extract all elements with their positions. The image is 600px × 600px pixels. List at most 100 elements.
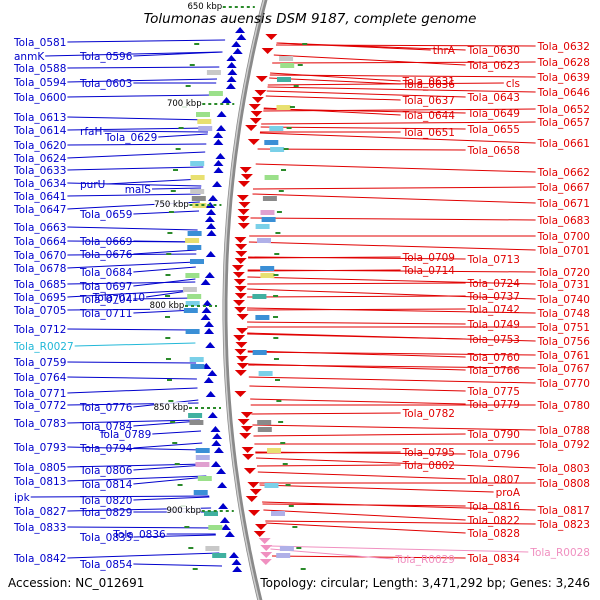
gene-label-tola-0701: Tola_0701 bbox=[537, 245, 590, 257]
forward-gene-mark bbox=[204, 328, 215, 334]
gene-label-tola-0796: Tola_0796 bbox=[467, 449, 521, 461]
leader-line bbox=[252, 186, 536, 190]
gene-label-tola-0779: Tola_0779 bbox=[467, 399, 520, 411]
feature-block bbox=[190, 175, 205, 180]
feature-block bbox=[279, 546, 294, 551]
gene-label-tola-0782: Tola_0782 bbox=[402, 408, 455, 420]
forward-gene-mark bbox=[210, 426, 221, 432]
gene-label-tola-0820: Tola_0820 bbox=[79, 495, 132, 507]
forward-gene-mark bbox=[213, 139, 224, 145]
gene-label-tola-0807: Tola_0807 bbox=[467, 474, 520, 486]
forward-gene-mark bbox=[211, 440, 222, 446]
forward-gene-mark bbox=[232, 566, 243, 572]
forward-gene-mark bbox=[221, 97, 232, 103]
gene-label-tola-0669: Tola_0669 bbox=[79, 236, 132, 248]
feature-block bbox=[185, 273, 200, 278]
forward-gene-mark bbox=[226, 55, 237, 61]
scale-label-bg bbox=[150, 300, 185, 310]
leader-line bbox=[261, 121, 536, 125]
feature-block bbox=[260, 273, 275, 278]
leader-line bbox=[262, 501, 536, 511]
gene-label-tola-0684: Tola_0684 bbox=[79, 267, 133, 279]
reverse-gene-mark bbox=[236, 363, 249, 369]
gene-label-tola-0711: Tola_0711 bbox=[79, 308, 132, 320]
leader-line bbox=[133, 278, 196, 287]
forward-gene-mark bbox=[204, 216, 215, 222]
forward-gene-mark bbox=[205, 251, 216, 257]
gene-label-tola-0775: Tola_0775 bbox=[467, 386, 520, 398]
leader-line bbox=[67, 552, 220, 559]
reverse-gene-mark bbox=[243, 468, 256, 474]
gene-label-tola-0759: Tola_0759 bbox=[13, 357, 66, 369]
gene-label-thra: thrA bbox=[433, 45, 456, 57]
leader-line bbox=[67, 166, 204, 171]
right-gene-labels: Tola_0632 Tola_0630 thrA Tola_0628 Tola_0623… bbox=[394, 41, 590, 566]
leader-line bbox=[247, 321, 466, 325]
reverse-gene-mark bbox=[234, 349, 247, 355]
scale-label-900-kbp: 900 kbp bbox=[166, 506, 201, 516]
gene-label-tola-0659: Tola_0659 bbox=[79, 209, 132, 221]
forward-gene-mark bbox=[217, 482, 228, 488]
gene-label-tola-0658: Tola_0658 bbox=[467, 145, 520, 157]
gene-label-tola-0644: Tola_0644 bbox=[402, 110, 456, 122]
feature-block bbox=[182, 287, 197, 292]
gene-label-tola-0651: Tola_0651 bbox=[402, 127, 455, 139]
gene-label-tola-0600: Tola_0600 bbox=[13, 92, 66, 104]
leader-line bbox=[67, 446, 204, 451]
reverse-gene-mark bbox=[235, 244, 248, 250]
genome-backbone bbox=[222, 0, 268, 600]
leader-line bbox=[269, 545, 529, 553]
feature-block bbox=[212, 553, 227, 558]
reverse-gene-mark bbox=[240, 174, 253, 180]
forward-gene-mark bbox=[215, 153, 226, 159]
feature-block bbox=[187, 231, 202, 236]
feature-block bbox=[185, 329, 200, 334]
feature-block bbox=[195, 455, 210, 460]
forward-gene-mark bbox=[231, 559, 242, 565]
feature-block bbox=[208, 91, 223, 96]
reverse-gene-mark bbox=[245, 496, 258, 502]
scale-labels: 650 kbp 700 kbp 750 kbp 800 kbp 850 kbp 900 k… bbox=[150, 1, 255, 516]
leader-line bbox=[273, 54, 466, 66]
feature-block bbox=[197, 119, 212, 124]
leader-line bbox=[253, 433, 466, 437]
forward-gene-mark bbox=[200, 314, 211, 320]
feature-block bbox=[258, 371, 273, 376]
feature-block bbox=[267, 448, 281, 453]
gene-label-tola-0678: Tola_0678 bbox=[13, 263, 66, 275]
gene-label-tola-0793: Tola_0793 bbox=[13, 442, 66, 454]
leader-line bbox=[67, 261, 196, 269]
feature-block bbox=[190, 259, 204, 264]
gene-label-mals: malS bbox=[125, 184, 152, 196]
gene-label-tola-0789: Tola_0789 bbox=[98, 429, 151, 441]
forward-gene-mark bbox=[212, 433, 223, 439]
leader-line bbox=[67, 193, 201, 197]
leader-line bbox=[133, 420, 201, 427]
feature-block bbox=[264, 483, 279, 488]
feature-block bbox=[188, 413, 203, 418]
forward-gene-mark bbox=[207, 370, 218, 376]
gene-label-tola-0712: Tola_0712 bbox=[13, 324, 66, 336]
gene-label-tola-0748: Tola_0748 bbox=[537, 308, 590, 320]
feature-block bbox=[257, 420, 272, 425]
right-label-leaders bbox=[246, 42, 536, 560]
forward-gene-mark bbox=[213, 167, 224, 173]
leader-line bbox=[260, 126, 466, 130]
gene-label-rfah: rfaH bbox=[80, 126, 102, 138]
reverse-gene-mark bbox=[236, 328, 249, 334]
leader-line bbox=[74, 342, 196, 347]
gene-label-tola-0780: Tola_0780 bbox=[537, 400, 590, 412]
leader-line bbox=[257, 471, 466, 480]
gene-label-tola-r0029: Tola_R0029 bbox=[394, 554, 455, 566]
reverse-gene-mark bbox=[265, 34, 278, 40]
leader-line bbox=[266, 90, 466, 98]
leader-line bbox=[265, 95, 401, 101]
feature-block bbox=[269, 126, 284, 131]
leader-line bbox=[259, 132, 536, 144]
gene-label-tola-0663: Tola_0663 bbox=[13, 222, 66, 234]
leader-line bbox=[133, 249, 197, 255]
feature-block bbox=[189, 357, 204, 362]
leader-line bbox=[133, 496, 210, 501]
forward-gene-mark bbox=[225, 83, 236, 89]
gene-label-tola-0760: Tola_0760 bbox=[467, 352, 520, 364]
